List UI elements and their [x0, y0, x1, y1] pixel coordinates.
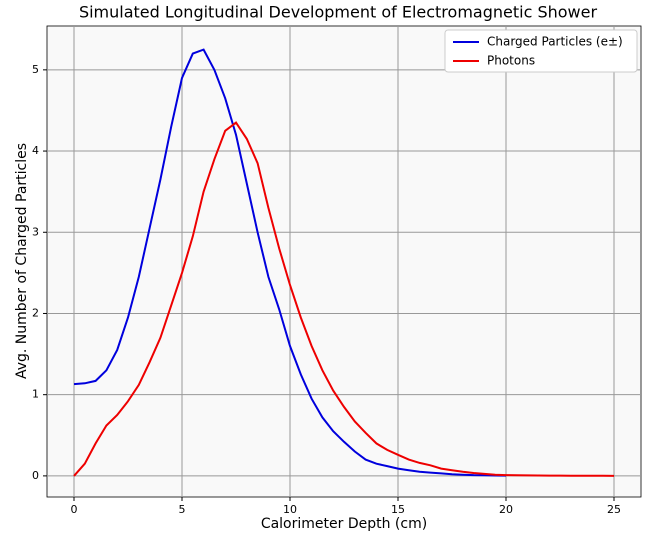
x-tick-label: 20	[499, 503, 513, 516]
x-tick-label: 5	[179, 503, 186, 516]
x-tick-label: 0	[71, 503, 78, 516]
x-tick-label: 25	[607, 503, 621, 516]
plot-area	[46, 25, 642, 498]
y-axis-label: Avg. Number of Charged Particles	[14, 143, 30, 379]
series-line	[73, 121, 615, 477]
y-tick-label: 1	[32, 388, 39, 401]
y-tick-label: 5	[32, 63, 39, 76]
chart-title: Simulated Longitudinal Development of El…	[79, 3, 598, 22]
y-tick-label: 2	[32, 306, 39, 319]
legend-box	[444, 29, 638, 73]
y-tick-label: 3	[32, 225, 39, 238]
legend-label: Charged Particles (e±)	[487, 35, 623, 49]
x-tick-label: 15	[391, 503, 405, 516]
legend-label: Photons	[487, 54, 535, 68]
x-tick-label: 10	[283, 503, 297, 516]
series-line	[73, 48, 507, 477]
y-tick-label: 0	[32, 469, 39, 482]
x-axis-label: Calorimeter Depth (cm)	[261, 516, 427, 532]
y-tick-label: 4	[32, 144, 39, 157]
